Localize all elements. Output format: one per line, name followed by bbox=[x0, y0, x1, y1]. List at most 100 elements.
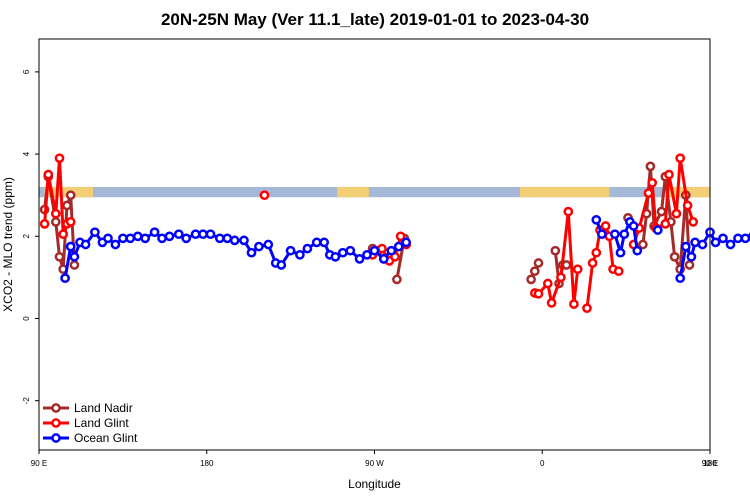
land-band-segment bbox=[337, 186, 369, 198]
data-point bbox=[50, 217, 61, 227]
legend-swatch-marker bbox=[51, 403, 61, 413]
data-point bbox=[54, 251, 65, 262]
data-point bbox=[259, 190, 270, 201]
data-point bbox=[149, 227, 160, 238]
data-point bbox=[669, 251, 680, 262]
data-point bbox=[682, 200, 693, 211]
data-point bbox=[190, 229, 201, 240]
data-point bbox=[710, 237, 721, 248]
land-mask-band bbox=[39, 186, 710, 198]
series-land-glint bbox=[39, 153, 699, 314]
data-point bbox=[239, 235, 249, 246]
data-point bbox=[680, 241, 691, 252]
data-point bbox=[65, 241, 76, 252]
legend-swatch-marker bbox=[51, 433, 61, 443]
data-point bbox=[546, 298, 557, 308]
x-tick-label: 90 E bbox=[31, 459, 47, 468]
data-point bbox=[733, 233, 743, 244]
x-axis-label: Longitude bbox=[348, 477, 401, 491]
data-point bbox=[533, 258, 544, 268]
data-point bbox=[246, 247, 257, 258]
data-point bbox=[395, 231, 406, 242]
data-point bbox=[697, 239, 708, 250]
data-point bbox=[118, 233, 128, 244]
data-point bbox=[181, 233, 192, 244]
data-point bbox=[69, 260, 80, 270]
data-point bbox=[690, 237, 700, 248]
data-point bbox=[302, 243, 313, 254]
data-point bbox=[675, 153, 686, 164]
legend-item: Land Glint bbox=[43, 416, 129, 430]
data-point bbox=[684, 260, 695, 270]
data-point bbox=[652, 225, 663, 235]
data-point bbox=[377, 243, 387, 254]
chart-title: 20N-25N May (Ver 11.1_late) 2019-01-01 t… bbox=[160, 10, 590, 29]
data-point bbox=[362, 249, 372, 260]
legend-item: Ocean Glint bbox=[43, 431, 138, 445]
data-point bbox=[526, 274, 536, 285]
data-point bbox=[60, 273, 70, 284]
data-point bbox=[65, 217, 76, 227]
data-point bbox=[345, 245, 356, 256]
data-point bbox=[572, 264, 583, 275]
data-point bbox=[597, 229, 607, 240]
data-point bbox=[569, 299, 579, 309]
series-line bbox=[63, 246, 73, 279]
data-point bbox=[647, 177, 658, 188]
data-point bbox=[132, 231, 143, 242]
data-point bbox=[330, 251, 341, 262]
x-tick-label: 180 bbox=[703, 459, 717, 468]
y-axis: -2 0 2 4 6 bbox=[22, 69, 39, 404]
data-point bbox=[222, 233, 233, 244]
data-point bbox=[198, 229, 208, 240]
data-point bbox=[50, 208, 61, 219]
data-point bbox=[319, 237, 330, 248]
data-point bbox=[533, 288, 544, 299]
data-point bbox=[610, 229, 620, 240]
y-tick-label: -2 bbox=[22, 397, 31, 405]
data-point bbox=[369, 245, 380, 256]
series-land-nadir bbox=[39, 161, 695, 289]
data-point bbox=[214, 233, 225, 244]
data-point bbox=[643, 188, 654, 198]
data-point bbox=[254, 241, 264, 252]
data-point bbox=[54, 153, 65, 164]
data-point bbox=[671, 208, 682, 219]
data-point bbox=[563, 206, 574, 217]
data-point bbox=[43, 169, 54, 180]
y-tick-label: 0 bbox=[22, 316, 31, 321]
x-tick-label: 180 bbox=[200, 459, 214, 468]
legend-label: Land Nadir bbox=[74, 401, 133, 415]
data-point bbox=[542, 278, 553, 289]
x-tick-label: 90 E bbox=[702, 459, 718, 468]
y-axis-label: XCO2 - MLO trend (ppm) bbox=[1, 177, 15, 312]
data-point bbox=[263, 239, 274, 250]
data-point bbox=[62, 200, 72, 211]
data-point bbox=[157, 233, 167, 244]
data-point bbox=[628, 221, 639, 231]
data-point bbox=[276, 260, 287, 270]
data-point bbox=[285, 245, 296, 256]
data-point bbox=[110, 239, 121, 250]
data-point bbox=[392, 274, 402, 285]
data-point bbox=[140, 233, 151, 244]
data-point bbox=[718, 233, 728, 244]
y-tick-label: 6 bbox=[22, 69, 31, 74]
data-point bbox=[386, 245, 397, 256]
data-point bbox=[556, 272, 566, 283]
y-tick-label: 2 bbox=[22, 234, 31, 239]
data-point bbox=[591, 214, 602, 225]
data-point bbox=[675, 273, 686, 284]
data-point bbox=[205, 229, 216, 240]
data-point bbox=[229, 235, 240, 246]
data-point bbox=[613, 266, 624, 277]
ocean-band bbox=[39, 186, 710, 198]
legend-label: Land Glint bbox=[74, 416, 129, 430]
legend-item: Land Nadir bbox=[43, 401, 133, 415]
data-point bbox=[311, 237, 322, 248]
data-point bbox=[656, 206, 667, 217]
data-point bbox=[645, 161, 656, 172]
